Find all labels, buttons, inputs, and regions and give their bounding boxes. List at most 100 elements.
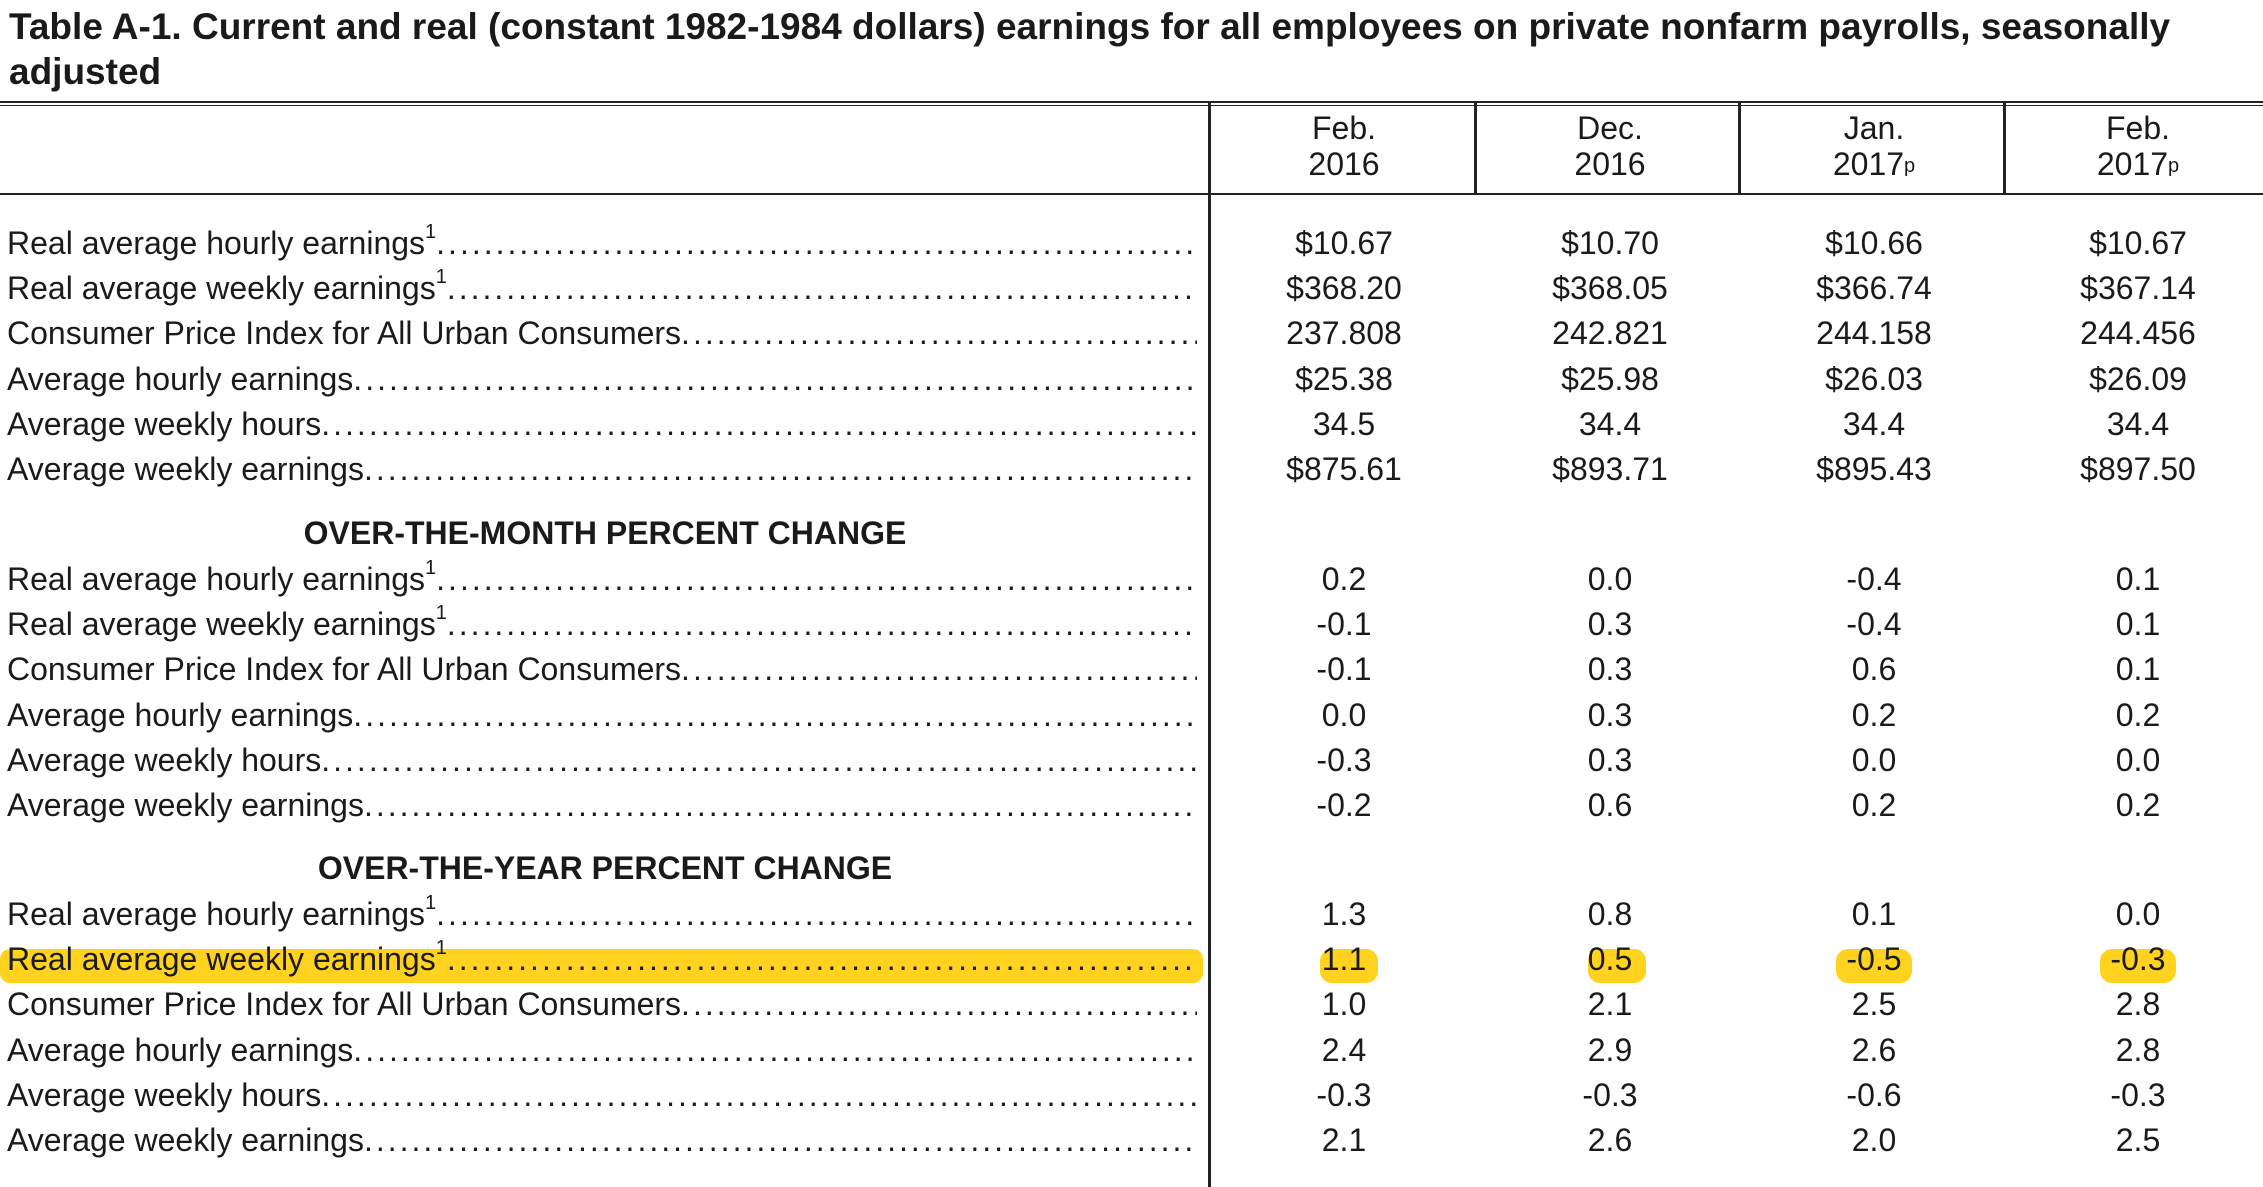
footnote-mark: 1 [425, 221, 437, 243]
table-cell: $26.03 [1825, 360, 1923, 397]
section-heading: OVER-THE-MONTH PERCENT CHANGE [303, 515, 907, 551]
table-cell: 2.1 [1321, 1122, 1367, 1158]
table-cell: 2.0 [1851, 1122, 1897, 1158]
column-header: Dec. 2016 [1480, 110, 1740, 182]
row-label: Real average weekly earnings1...........… [7, 266, 1197, 311]
table-cell: 2.4 [1321, 1031, 1367, 1068]
table-cell: 2.5 [1851, 986, 1897, 1023]
column-header-year: 2017p [1832, 146, 1916, 182]
table-cell: 2.8 [2115, 1031, 2161, 1068]
table-cell: 0.3 [1587, 741, 1633, 778]
row-label: Average hourly earnings.................… [7, 693, 1197, 738]
table-cell: 0.2 [2115, 787, 2161, 823]
row-highlight [0, 949, 1203, 983]
leader-dots: ........................................… [681, 651, 1197, 688]
title-divider [0, 101, 2263, 106]
table-cell: -0.5 [1846, 941, 1902, 978]
table-cell: 34.4 [1842, 405, 1906, 442]
table-cell: 2.6 [1587, 1122, 1633, 1158]
table-row: Average hourly earnings.................… [0, 1028, 2263, 1073]
table-cell: $895.43 [1816, 451, 1932, 487]
section-heading: OVER-THE-YEAR PERCENT CHANGE [317, 850, 893, 886]
table-cell: $875.61 [1286, 451, 1402, 487]
table-cell: 242.821 [1552, 315, 1668, 352]
table-cell: 237.808 [1286, 315, 1402, 352]
row-label: Average weekly earnings.................… [7, 783, 1197, 828]
leader-dots: ........................................… [353, 360, 1197, 397]
column-header-month: Jan. [1843, 110, 1905, 146]
leader-dots: ........................................… [436, 561, 1197, 597]
cell-highlight [2100, 949, 2176, 983]
column-header-month: Feb. [2105, 110, 2171, 146]
table-cell: 0.6 [1587, 787, 1633, 823]
table-cell: $897.50 [2080, 451, 2196, 487]
row-label: Average weekly earnings.................… [7, 1118, 1197, 1163]
table-cell: 2.8 [2115, 986, 2161, 1023]
table-cell: 0.2 [1321, 561, 1367, 597]
column-divider [1208, 103, 1211, 1187]
table-cell: 0.6 [1851, 651, 1897, 688]
row-label: Consumer Price Index for All Urban Consu… [7, 647, 1197, 692]
leader-dots: ........................................… [321, 1076, 1197, 1113]
table-cell: -0.1 [1316, 606, 1372, 643]
table-cell: -0.4 [1846, 561, 1902, 597]
column-header-year: 2016 [1308, 146, 1380, 182]
table-cell: 1.1 [1321, 941, 1367, 978]
table-cell: $10.66 [1825, 225, 1923, 261]
table-cell: 0.2 [1851, 696, 1897, 733]
column-header: Jan. 2017p [1744, 110, 2004, 182]
table-cell: 34.5 [1312, 405, 1376, 442]
leader-dots: ........................................… [446, 606, 1197, 643]
row-label: Real average weekly earnings1...........… [7, 937, 1197, 982]
table-cell: $25.98 [1561, 360, 1659, 397]
column-divider [2003, 103, 2006, 193]
cell-highlight [1320, 949, 1378, 983]
table-row: Average weekly earnings.................… [0, 447, 2263, 492]
table-cell: 2.1 [1587, 986, 1633, 1023]
table-row: Real average hourly earnings1...........… [0, 557, 2263, 602]
leader-dots: ........................................… [436, 896, 1197, 932]
table-row: Real average weekly earnings1...........… [0, 937, 2263, 982]
table-row: Average hourly earnings.................… [0, 357, 2263, 402]
table-cell: -0.3 [1582, 1076, 1638, 1113]
column-header-month: Feb. [1311, 110, 1377, 146]
table-title: Table A-1. Current and real (constant 19… [9, 6, 2171, 92]
table-cell: 0.2 [1851, 787, 1897, 823]
table-cell: 1.3 [1321, 896, 1367, 932]
table-row: Average hourly earnings.................… [0, 693, 2263, 738]
row-label: Average weekly hours....................… [7, 1073, 1197, 1118]
table-row: Consumer Price Index for All Urban Consu… [0, 647, 2263, 692]
leader-dots: ........................................… [321, 405, 1197, 442]
table-cell: 244.456 [2080, 315, 2196, 352]
table-cell: $10.70 [1561, 225, 1659, 261]
row-label: Average weekly hours....................… [7, 738, 1197, 783]
table-cell: 0.1 [2115, 561, 2161, 597]
table-cell: 0.0 [1587, 561, 1633, 597]
table-row: Average weekly hours....................… [0, 402, 2263, 447]
table-cell: 0.1 [2115, 651, 2161, 688]
column-header: Feb. 2017p [2008, 110, 2263, 182]
table-cell: 0.1 [2115, 606, 2161, 643]
table-cell: 34.4 [2106, 405, 2170, 442]
leader-dots: ........................................… [353, 696, 1197, 733]
table-cell: $10.67 [2089, 225, 2187, 261]
row-label: Real average hourly earnings1...........… [7, 221, 1197, 266]
leader-dots: ........................................… [363, 1122, 1197, 1158]
table-cell: 0.5 [1587, 941, 1633, 978]
leader-dots: ........................................… [681, 315, 1197, 352]
cell-highlight [1836, 949, 1912, 983]
table-cell: -0.6 [1846, 1076, 1902, 1113]
row-label: Consumer Price Index for All Urban Consu… [7, 982, 1197, 1027]
row-label: Consumer Price Index for All Urban Consu… [7, 311, 1197, 356]
table-cell: $366.74 [1816, 270, 1932, 307]
leader-dots: ........................................… [436, 225, 1197, 261]
table-row: Consumer Price Index for All Urban Consu… [0, 311, 2263, 356]
leader-dots: ........................................… [446, 941, 1197, 978]
table-row: Real average hourly earnings1...........… [0, 221, 2263, 266]
table-cell: $367.14 [2080, 270, 2196, 307]
table-cell: $26.09 [2089, 360, 2187, 397]
leader-dots: ........................................… [363, 787, 1197, 823]
row-label: Average weekly hours....................… [7, 402, 1197, 447]
table-cell: 0.3 [1587, 606, 1633, 643]
table-cell: $368.05 [1552, 270, 1668, 307]
